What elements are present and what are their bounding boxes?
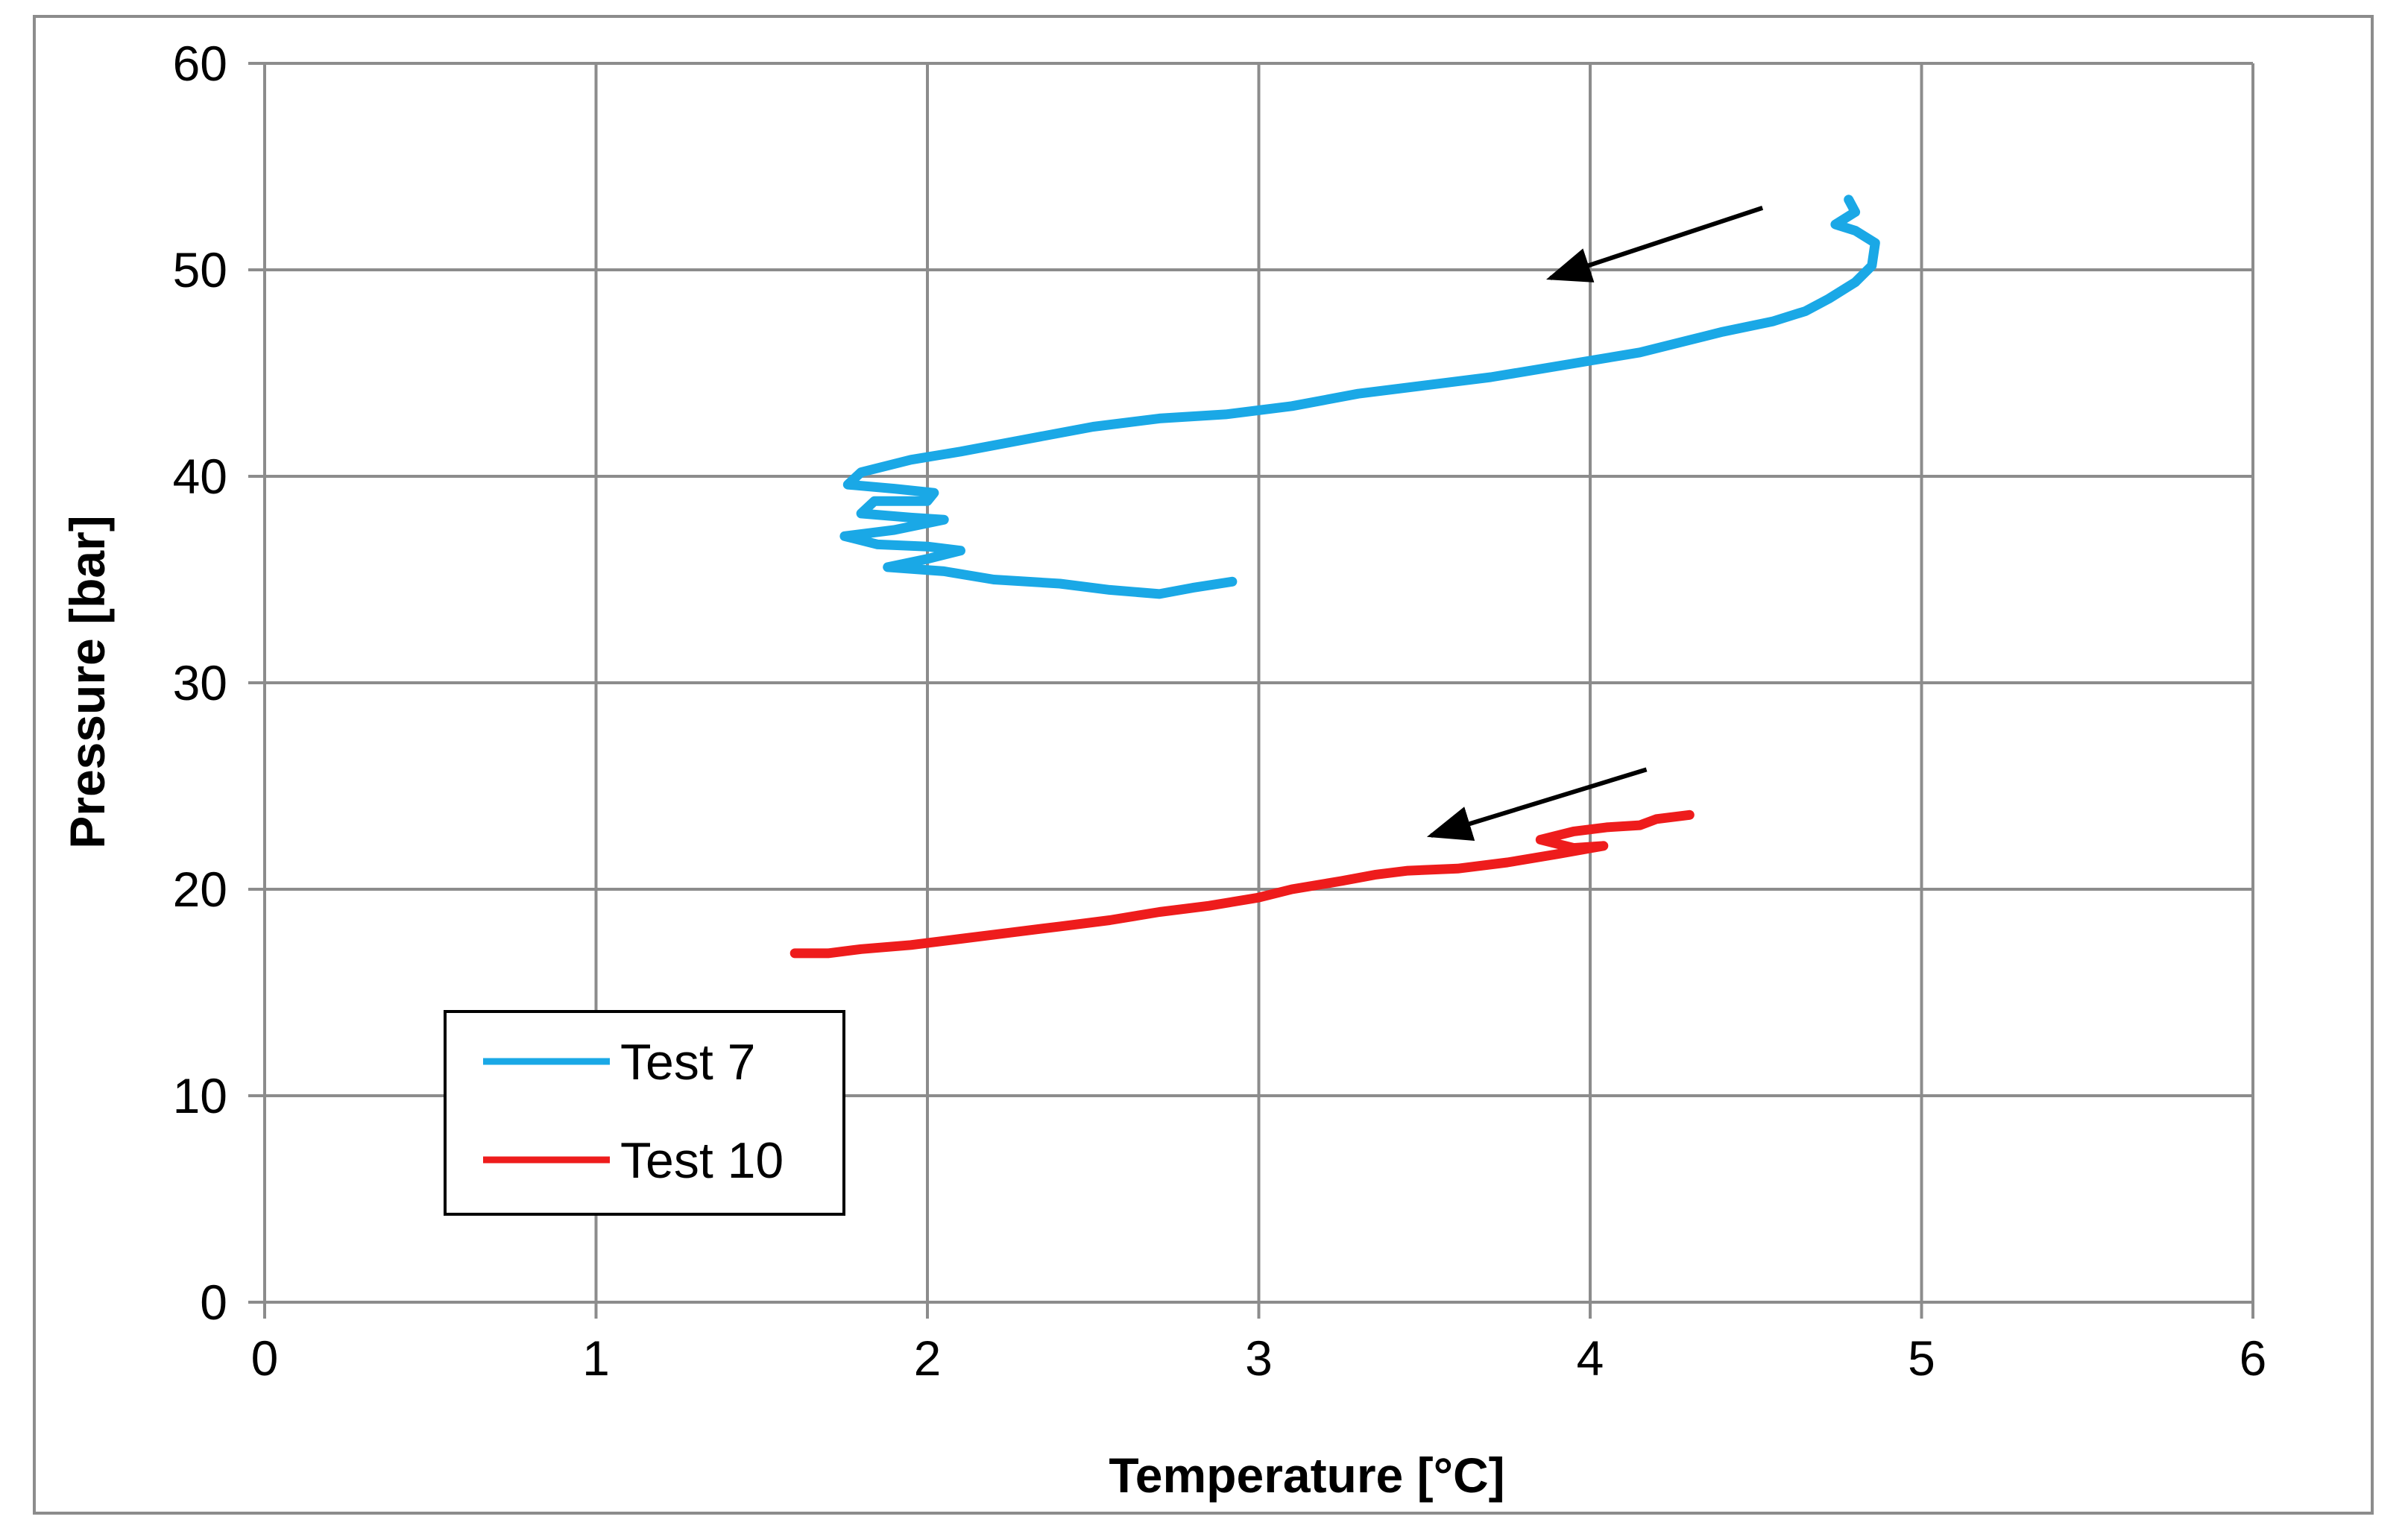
y-tick-label-30: 30 (173, 655, 227, 710)
x-tick-label-3: 3 (1245, 1331, 1273, 1386)
x-tick-label-2: 2 (914, 1331, 942, 1386)
x-tick-label-0: 0 (251, 1331, 279, 1386)
y-tick-label-50: 50 (173, 242, 227, 297)
y-tick-label-60: 60 (173, 36, 227, 91)
y-tick-label-0: 0 (200, 1275, 227, 1330)
data-series (789, 195, 1880, 959)
annotation-arrow-2 (1426, 767, 1648, 842)
x-tick-label-1: 1 (582, 1331, 610, 1386)
x-tick-label-5: 5 (1908, 1331, 1935, 1386)
legend: Test 7 Test 10 (444, 1010, 845, 1216)
y-axis-title: Pressure [bar] (60, 515, 115, 849)
y-tick-label-10: 10 (173, 1068, 227, 1123)
x-tick-label-4: 4 (1577, 1331, 1604, 1386)
annotations (1426, 206, 1764, 842)
x-axis-title: Temperature [°C] (1109, 1448, 1504, 1503)
legend-box (444, 1010, 845, 1216)
series-line-test-10 (789, 809, 1695, 959)
annotation-arrow-1 (1545, 206, 1764, 283)
chart-frame (33, 15, 2374, 1515)
legend-label-test-10: Test 10 (620, 1132, 784, 1189)
x-tick-label-6: 6 (2240, 1331, 2267, 1386)
series-line-test-7 (839, 195, 1880, 599)
y-tick-label-40: 40 (173, 449, 227, 504)
y-tick-label-20: 20 (173, 862, 227, 917)
legend-label-test-7: Test 7 (620, 1034, 755, 1091)
